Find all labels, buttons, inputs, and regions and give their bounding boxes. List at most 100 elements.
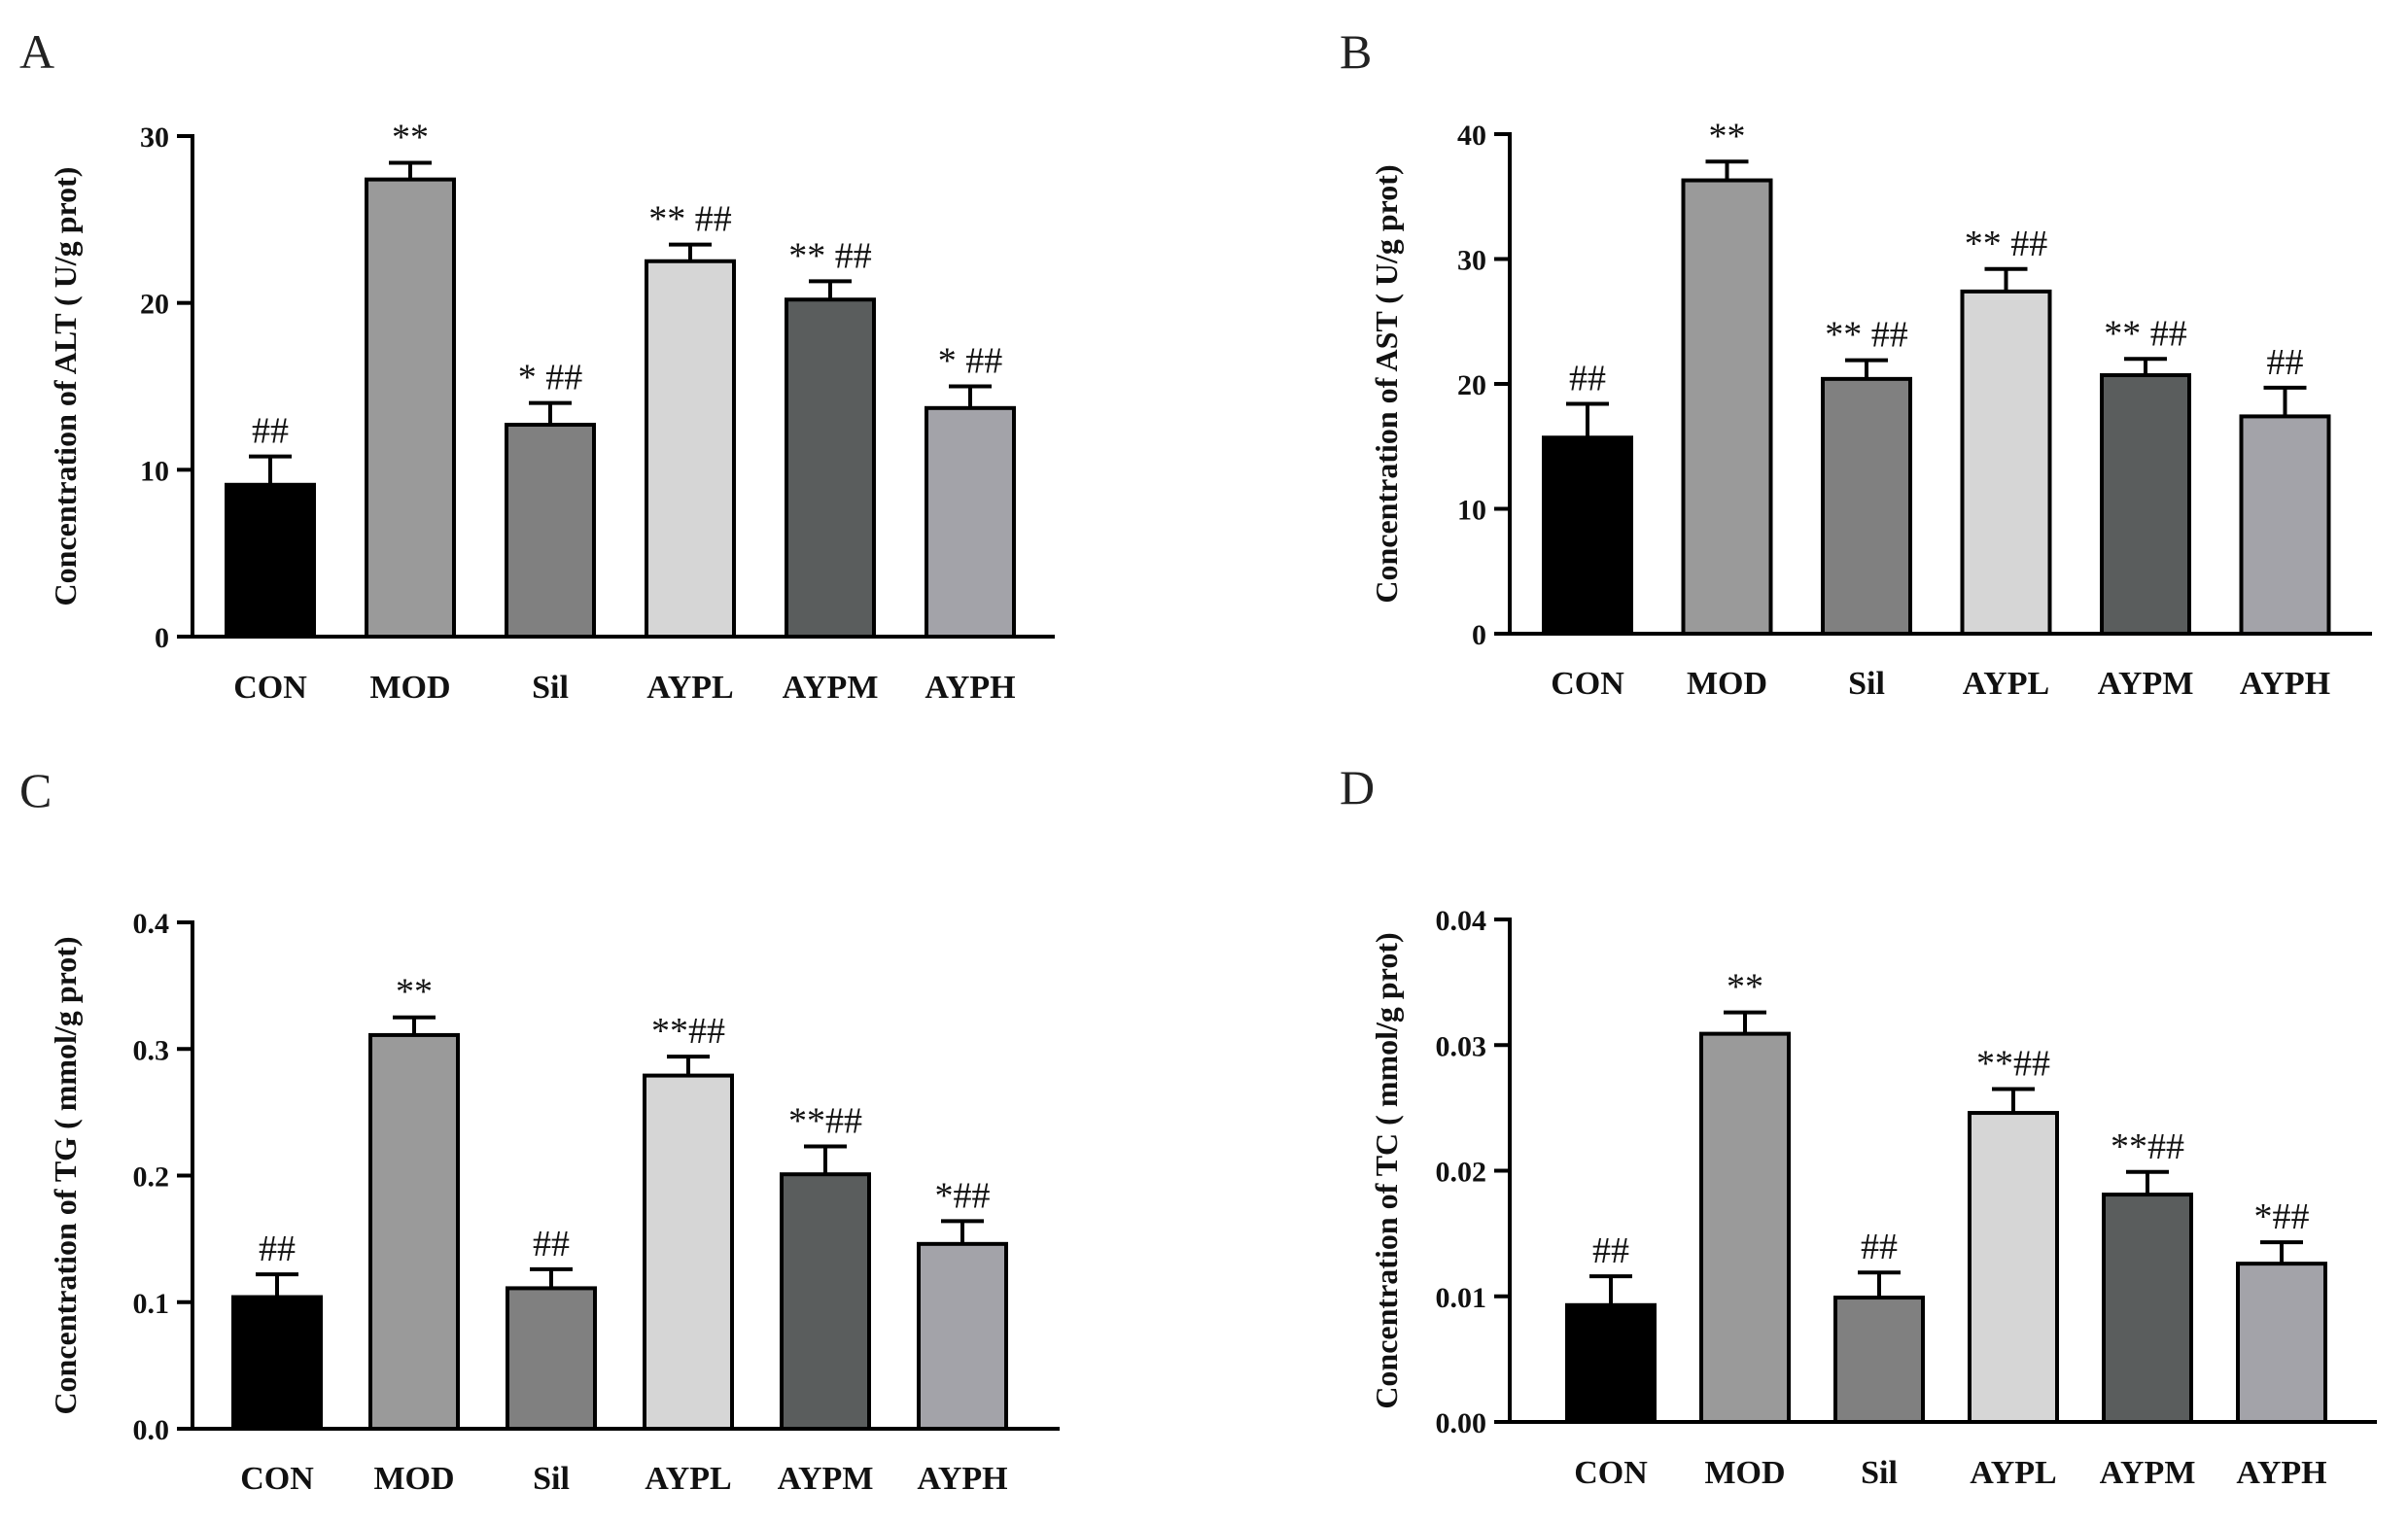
category-label: MOD: [1687, 666, 1767, 702]
y-tick-label: 0.00: [1436, 1407, 1487, 1439]
panel-label: C: [19, 763, 52, 817]
category-label: AYPL: [646, 670, 733, 706]
y-axis-title: Concentration of AST ( U/g prot): [1369, 164, 1404, 603]
bar-con: [231, 1295, 323, 1432]
significance-label: **: [396, 972, 433, 1013]
category-label: Sil: [1848, 666, 1885, 702]
significance-label: ** ##: [2104, 313, 2187, 354]
category-label: MOD: [1704, 1455, 1785, 1491]
category-label: AYPH: [925, 670, 1015, 706]
category-label: AYPL: [645, 1461, 731, 1497]
bar-sil: [1821, 376, 1912, 636]
y-tick-label: 30: [1457, 245, 1486, 277]
bar-con: [225, 482, 316, 639]
y-tick-label: 0: [1472, 619, 1486, 651]
significance-label: *##: [2254, 1196, 2310, 1237]
y-axis-title: Concentration of TC ( mmol/g prot): [1369, 932, 1404, 1408]
y-tick-label: 20: [140, 289, 169, 321]
significance-label: **: [1709, 116, 1746, 156]
significance-label: ##: [533, 1224, 570, 1264]
significance-label: *##: [935, 1175, 991, 1216]
y-tick-label: 0.1: [133, 1288, 170, 1320]
y-tick-label: 0.04: [1436, 905, 1487, 937]
category-label: AYPM: [778, 1461, 874, 1497]
y-tick-label: 20: [1457, 369, 1486, 401]
significance-label: ##: [1861, 1227, 1898, 1267]
bar-con: [1565, 1302, 1657, 1424]
bar-sil: [505, 422, 596, 639]
significance-label: ##: [1569, 359, 1606, 399]
bar-con: [1542, 435, 1633, 636]
y-tick-label: 0.3: [133, 1034, 170, 1066]
category-label: AYPL: [1963, 666, 2049, 702]
y-tick-label: 0: [155, 622, 169, 654]
category-label: CON: [1574, 1455, 1648, 1491]
category-label: Sil: [532, 670, 569, 706]
bar-aypl: [643, 1073, 734, 1432]
category-label: AYPM: [2100, 1455, 2196, 1491]
panel-label: B: [1340, 24, 1372, 79]
y-tick-label: 0.2: [133, 1161, 170, 1194]
significance-label: **: [1727, 967, 1763, 1008]
category-label: Sil: [533, 1461, 570, 1497]
category-label: CON: [240, 1461, 314, 1497]
y-axis-title: Concentration of TG ( mmol/g prot): [48, 936, 83, 1414]
bar-aypm: [780, 1172, 871, 1431]
category-label: AYPH: [917, 1461, 1007, 1497]
significance-label: ##: [2267, 342, 2304, 383]
category-label: CON: [1551, 666, 1624, 702]
bar-ayph: [2236, 1262, 2327, 1425]
y-tick-label: 30: [140, 121, 169, 154]
bar-aypm: [785, 297, 876, 639]
significance-label: ** ##: [1965, 224, 2048, 264]
bar-aypl: [1968, 1111, 2059, 1425]
category-label: AYPH: [2240, 666, 2330, 702]
y-axis-title: Concentration of ALT ( U/g prot): [48, 167, 83, 606]
bar-sil: [1833, 1296, 1925, 1424]
significance-label: **##: [2111, 1126, 2184, 1167]
category-label: AYPM: [783, 670, 879, 706]
panel-b: B Concentration of AST ( U/g prot) 0 10 20 30…: [1340, 24, 2372, 702]
bar-aypm: [2102, 1193, 2193, 1424]
significance-label: * ##: [938, 341, 1003, 382]
y-tick-label: 10: [1457, 495, 1486, 527]
significance-label: ** ##: [648, 199, 732, 240]
bar-mod: [368, 1032, 460, 1431]
panel-a: A Concentration of ALT ( U/g prot) 0 10 20 30…: [19, 24, 1055, 706]
significance-label: * ##: [518, 358, 583, 398]
bar-aypl: [645, 259, 736, 639]
significance-label: **: [392, 117, 429, 157]
bar-aypm: [2100, 373, 2191, 636]
panel-label: A: [19, 24, 54, 79]
category-label: AYPH: [2236, 1455, 2326, 1491]
y-tick-label: 0.0: [133, 1414, 170, 1446]
y-tick-label: 0.03: [1436, 1030, 1487, 1062]
panel-label: D: [1340, 760, 1375, 814]
category-label: AYPM: [2098, 666, 2194, 702]
panel-d: D Concentration of TC ( mmol/g prot) 0.00 0…: [1340, 760, 2377, 1491]
category-label: MOD: [369, 670, 450, 706]
bar-mod: [365, 177, 456, 639]
y-tick-label: 0.02: [1436, 1157, 1487, 1189]
significance-label: ** ##: [788, 235, 872, 276]
y-tick-label: 0.01: [1436, 1282, 1487, 1314]
bar-mod: [1699, 1031, 1791, 1425]
panel-c: C Concentration of TG ( mmol/g prot) 0.0 0.…: [19, 763, 1060, 1497]
y-tick-label: 0.4: [133, 908, 170, 940]
y-tick-label: 10: [140, 455, 169, 487]
significance-label: ** ##: [1825, 315, 1908, 356]
bar-mod: [1681, 178, 1773, 636]
significance-label: ##: [1592, 1230, 1629, 1271]
y-tick-label: 40: [1457, 120, 1486, 152]
bar-aypl: [1960, 289, 2052, 636]
bar-sil: [506, 1286, 597, 1431]
bar-ayph: [2239, 414, 2331, 636]
significance-label: **##: [1976, 1043, 2050, 1084]
category-label: Sil: [1861, 1455, 1898, 1491]
category-label: AYPL: [1970, 1455, 2056, 1491]
significance-label: ##: [252, 411, 289, 452]
category-label: MOD: [373, 1461, 454, 1497]
bar-ayph: [925, 405, 1016, 640]
significance-label: **##: [788, 1101, 862, 1142]
